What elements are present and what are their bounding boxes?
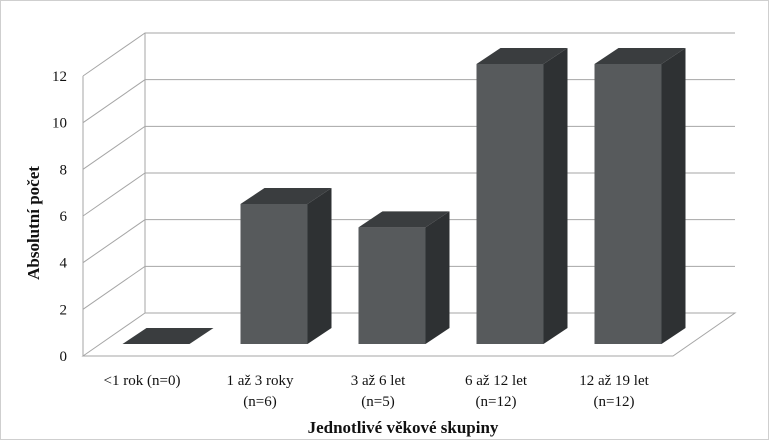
x-category-sublabel: (n=6) (243, 394, 276, 410)
y-tick-label: 6 (60, 209, 68, 225)
bar-top (594, 48, 686, 64)
bar-front (476, 64, 544, 344)
bar (476, 48, 568, 344)
bar-side (307, 188, 332, 344)
y-tick-labels: 0 2 4 6 8 10 12 (52, 69, 68, 365)
bar-front (358, 227, 426, 344)
bar-top (358, 211, 450, 228)
bar (594, 48, 686, 344)
bars (122, 48, 686, 344)
x-category-label: 1 až 3 roky (226, 373, 294, 389)
y-tick-label: 2 (60, 302, 68, 318)
bar-front (594, 64, 662, 344)
bar-side (543, 48, 568, 344)
x-axis-title: Jednotlivé věkové skupiny (308, 418, 499, 437)
x-category-label: 6 až 12 let (465, 373, 528, 389)
bar-side (661, 48, 686, 344)
bar-top (122, 328, 214, 344)
y-tick-label: 4 (60, 256, 68, 272)
bar (122, 328, 214, 344)
bar-top (476, 48, 568, 64)
x-category-sublabel: (n=12) (476, 394, 517, 410)
x-category-labels: <1 rok (n=0) 1 až 3 roky (n=6) 3 až 6 let (n… (104, 373, 650, 410)
bar-side (425, 211, 450, 344)
bar (358, 211, 450, 344)
x-category-label: 12 až 19 let (579, 373, 649, 389)
bar (240, 188, 332, 344)
x-category-sublabel: (n=5) (361, 394, 394, 410)
y-tick-label: 12 (52, 69, 67, 85)
y-tick-label: 8 (60, 162, 68, 178)
y-tick-label: 0 (60, 349, 68, 365)
x-category-label: 3 až 6 let (351, 373, 406, 389)
y-tick-label: 10 (52, 116, 67, 132)
bar-front (240, 204, 308, 344)
x-category-label: <1 rok (n=0) (104, 373, 181, 389)
y-axis-title: Absolutní počet (24, 166, 43, 280)
x-category-sublabel: (n=12) (594, 394, 635, 410)
bar-top (240, 188, 332, 204)
